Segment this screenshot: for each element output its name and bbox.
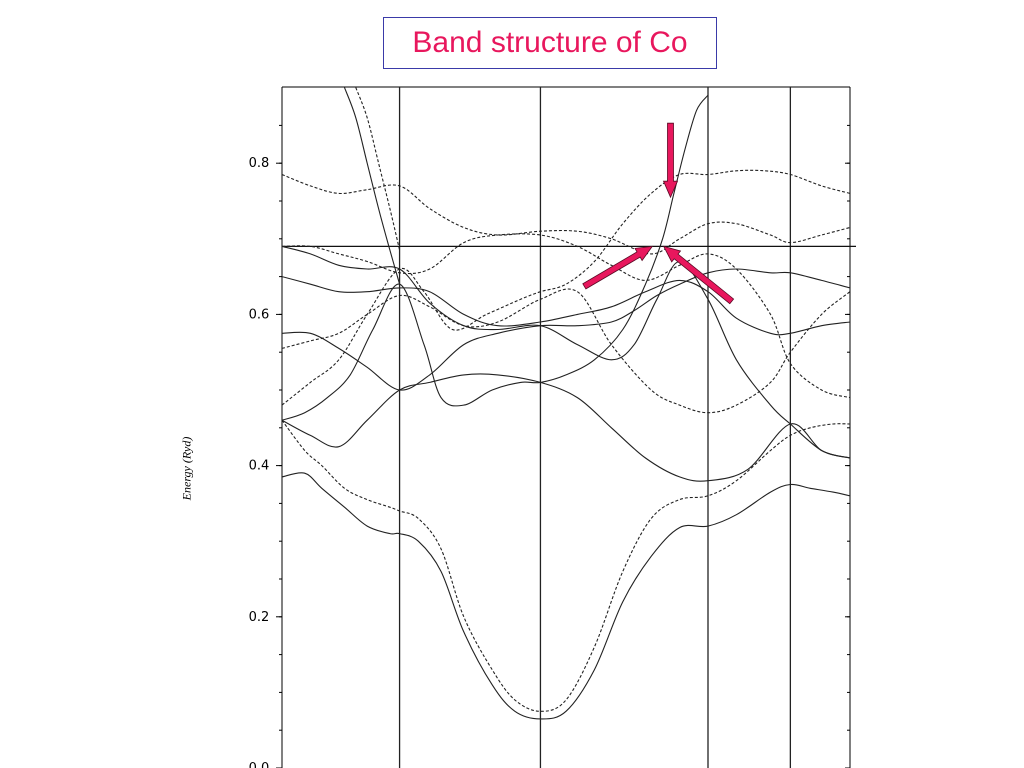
y-axis-label: Energy (Ryd) <box>179 436 194 501</box>
annotation-arrow <box>582 245 654 290</box>
band-line-solid <box>282 373 850 482</box>
band-line-solid <box>343 87 401 285</box>
band-line-solid <box>282 245 850 459</box>
band-line-dashed <box>282 173 850 255</box>
y-tick-label: 0.0 <box>249 761 270 768</box>
annotation-arrow <box>662 122 679 199</box>
band-line-dashed <box>355 87 401 251</box>
band-line-dashed <box>282 288 850 414</box>
chart-title: Band structure of Co <box>383 17 717 69</box>
band-line-solid <box>282 276 850 336</box>
y-tick-label: 0.6 <box>249 307 270 322</box>
band-line-solid <box>282 472 850 720</box>
band-line-solid <box>282 94 709 421</box>
band-line-dashed <box>282 419 850 712</box>
band-line-dashed <box>282 233 850 399</box>
y-tick-label: 0.8 <box>249 156 270 171</box>
band-line-dashed <box>282 169 850 406</box>
band-line-solid <box>282 268 850 391</box>
y-tick-label: 0.4 <box>249 459 270 474</box>
y-tick-label: 0.2 <box>249 610 270 625</box>
annotation-arrow <box>662 245 735 305</box>
